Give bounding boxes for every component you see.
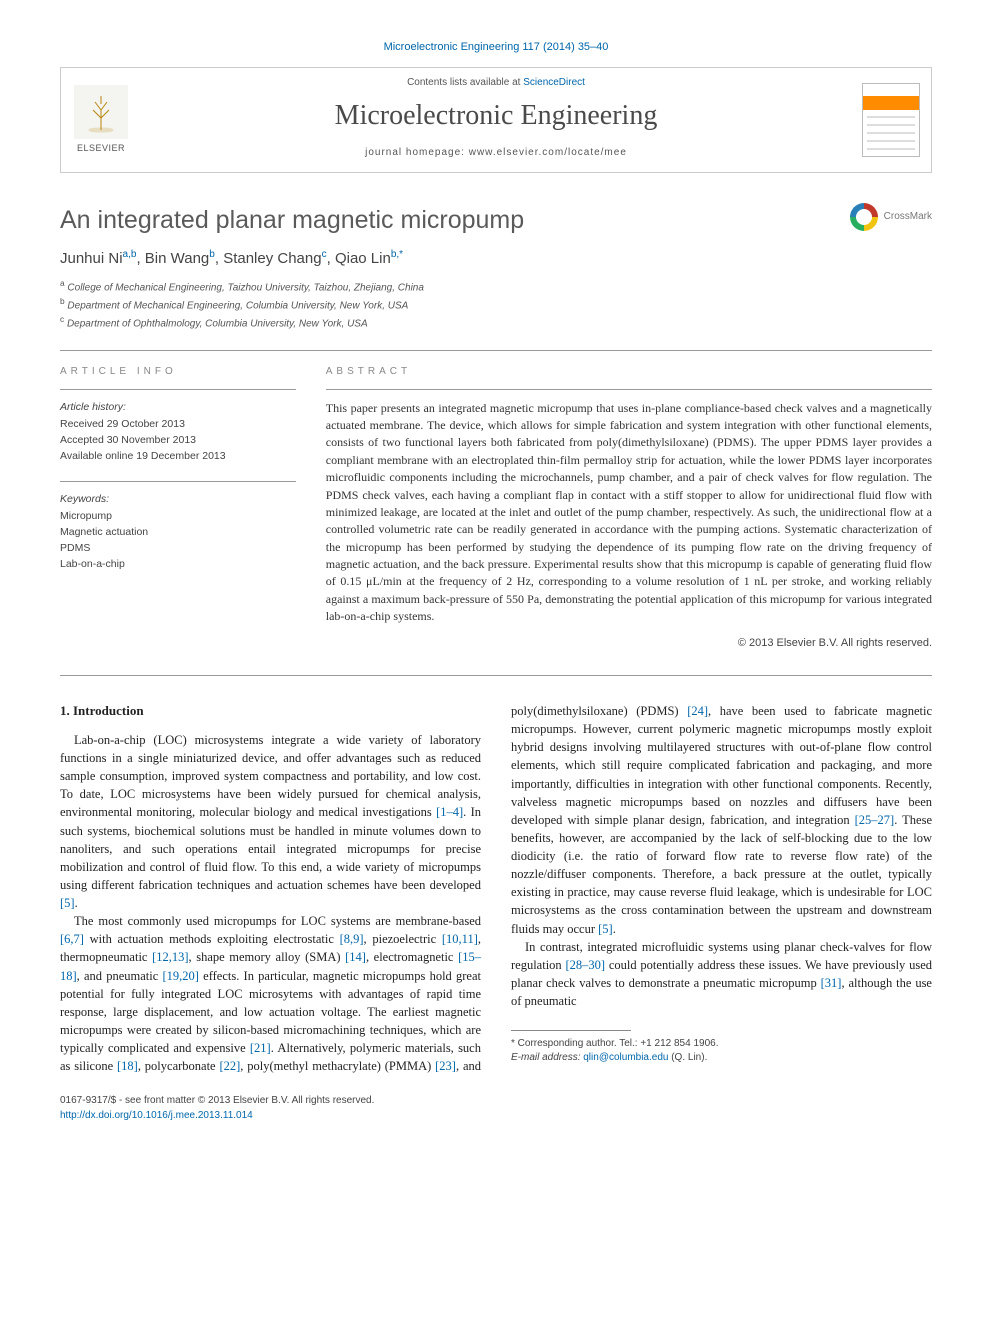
email-link[interactable]: qlin@columbia.edu <box>583 1052 668 1063</box>
intro-p1: Lab-on-a-chip (LOC) microsystems integra… <box>60 731 481 912</box>
ref-link[interactable]: [18] <box>117 1059 138 1073</box>
sciencedirect-link[interactable]: ScienceDirect <box>523 77 585 88</box>
footnote-separator <box>511 1030 631 1031</box>
crossmark-label: CrossMark <box>884 210 932 224</box>
copyright-line: © 2013 Elsevier B.V. All rights reserved… <box>326 636 932 651</box>
affiliations: a College of Mechanical Engineering, Tai… <box>60 277 932 332</box>
journal-citation: Microelectronic Engineering 117 (2014) 3… <box>60 40 932 55</box>
ref-link[interactable]: [8,9] <box>340 932 364 946</box>
info-abstract-row: ARTICLE INFO Article history: Received 2… <box>60 365 932 651</box>
keywords-block: Keywords: Micropump Magnetic actuation P… <box>60 492 296 573</box>
journal-cover-thumb-icon <box>862 83 920 157</box>
author-1: Junhui Ni <box>60 250 123 267</box>
issn-line: 0167-9317/$ - see front matter © 2013 El… <box>60 1093 932 1108</box>
ref-link[interactable]: [21] <box>250 1041 271 1055</box>
authors: Junhui Nia,b, Bin Wangb, Stanley Changc,… <box>60 248 932 269</box>
crossmark-badge[interactable]: CrossMark <box>850 203 932 231</box>
history-online: Available online 19 December 2013 <box>60 449 296 465</box>
author-3: Stanley Chang <box>223 250 321 267</box>
ref-link[interactable]: [5] <box>598 922 613 936</box>
abstract: ABSTRACT This paper presents an integrat… <box>326 365 932 651</box>
elsevier-logo: ELSEVIER <box>61 68 141 171</box>
ref-link[interactable]: [23] <box>435 1059 456 1073</box>
article-title: An integrated planar magnetic micropump <box>60 203 932 238</box>
ref-link[interactable]: [24] <box>687 704 708 718</box>
email-line: E-mail address: qlin@columbia.edu (Q. Li… <box>511 1051 932 1065</box>
journal-homepage: journal homepage: www.elsevier.com/locat… <box>141 146 851 160</box>
crossmark-icon <box>850 203 878 231</box>
bottom-meta: 0167-9317/$ - see front matter © 2013 El… <box>60 1093 932 1123</box>
ref-link[interactable]: [19,20] <box>163 969 199 983</box>
ref-link[interactable]: [12,13] <box>152 950 188 964</box>
elsevier-label: ELSEVIER <box>77 142 125 155</box>
affiliation-c: Department of Ophthalmology, Columbia Un… <box>67 319 368 330</box>
ref-link[interactable]: [10,11] <box>442 932 478 946</box>
header-center: Contents lists available at ScienceDirec… <box>141 68 851 171</box>
body-columns: 1. Introduction Lab-on-a-chip (LOC) micr… <box>60 702 932 1075</box>
article-history: Article history: Received 29 October 201… <box>60 400 296 465</box>
contents-prefix: Contents lists available at <box>407 77 523 88</box>
ref-link[interactable]: [14] <box>345 950 366 964</box>
affiliation-b: Department of Mechanical Engineering, Co… <box>67 300 408 311</box>
intro-p4: In contrast, integrated microfluidic sys… <box>511 938 932 1011</box>
keyword-3: Lab-on-a-chip <box>60 557 296 573</box>
footnotes: * Corresponding author. Tel.: +1 212 854… <box>511 1037 932 1065</box>
article-info: ARTICLE INFO Article history: Received 2… <box>60 365 296 651</box>
journal-cover <box>851 68 931 171</box>
keyword-0: Micropump <box>60 509 296 525</box>
keyword-1: Magnetic actuation <box>60 525 296 541</box>
divider <box>60 481 296 482</box>
divider <box>60 350 932 351</box>
divider <box>60 675 932 676</box>
abstract-heading: ABSTRACT <box>326 365 932 379</box>
section-1-title: 1. Introduction <box>60 702 481 721</box>
elsevier-tree-icon <box>74 85 128 139</box>
ref-link[interactable]: [1–4] <box>436 805 463 819</box>
author-4-aff[interactable]: b,* <box>391 249 403 260</box>
author-1-aff[interactable]: a,b <box>123 249 137 260</box>
keywords-label: Keywords: <box>60 492 296 508</box>
ref-link[interactable]: [5] <box>60 896 75 910</box>
contents-available: Contents lists available at ScienceDirec… <box>141 76 851 90</box>
doi-link[interactable]: http://dx.doi.org/10.1016/j.mee.2013.11.… <box>60 1110 253 1121</box>
keyword-2: PDMS <box>60 541 296 557</box>
ref-link[interactable]: [28–30] <box>565 958 605 972</box>
journal-header: ELSEVIER Contents lists available at Sci… <box>60 67 932 172</box>
history-received: Received 29 October 2013 <box>60 417 296 433</box>
ref-link[interactable]: [6,7] <box>60 932 84 946</box>
abstract-body: This paper presents an integrated magnet… <box>326 400 932 626</box>
history-accepted: Accepted 30 November 2013 <box>60 433 296 449</box>
author-2-aff[interactable]: b <box>209 249 215 260</box>
affiliation-a: College of Mechanical Engineering, Taizh… <box>67 282 424 293</box>
author-4: Qiao Lin <box>335 250 391 267</box>
ref-link[interactable]: [31] <box>821 976 842 990</box>
ref-link[interactable]: [25–27] <box>855 813 895 827</box>
journal-title: Microelectronic Engineering <box>141 96 851 135</box>
article-history-label: Article history: <box>60 400 296 416</box>
ref-link[interactable]: [22] <box>219 1059 240 1073</box>
corresponding-author: * Corresponding author. Tel.: +1 212 854… <box>511 1037 932 1051</box>
divider <box>60 389 296 390</box>
author-2: Bin Wang <box>145 250 209 267</box>
divider <box>326 389 932 390</box>
author-3-aff[interactable]: c <box>322 249 327 260</box>
article-info-heading: ARTICLE INFO <box>60 365 296 379</box>
